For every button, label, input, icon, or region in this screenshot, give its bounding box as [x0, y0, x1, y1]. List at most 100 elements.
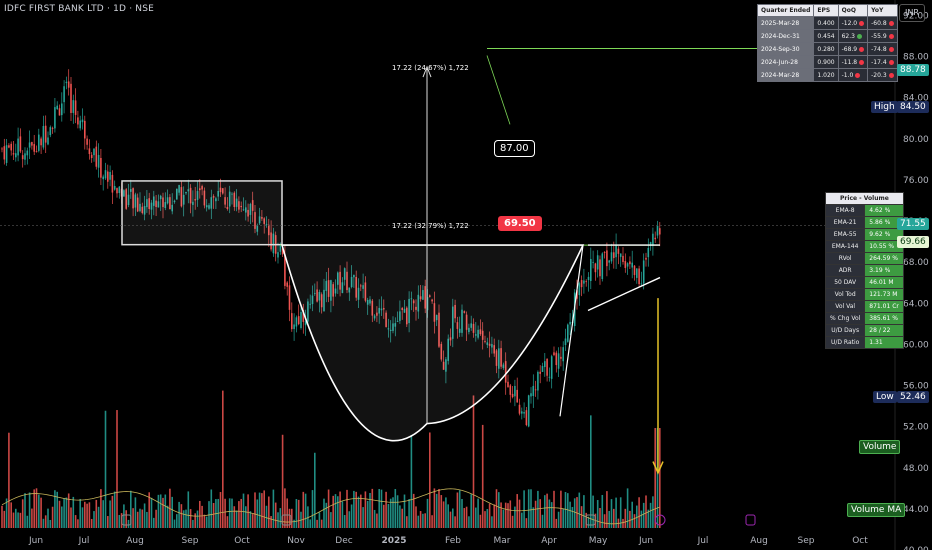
earnings-yoy: -60.8 — [867, 16, 898, 30]
volume-bar — [438, 488, 440, 528]
down-dot-icon — [888, 46, 894, 52]
volume-bar — [488, 503, 491, 528]
volume-bar — [222, 390, 224, 528]
volume-bar — [247, 494, 249, 528]
chart-title: IDFC FIRST BANK LTD · 1D · NSE — [4, 4, 155, 14]
candle-body — [222, 188, 224, 194]
x-tick-label: May — [589, 536, 608, 546]
volume-bar — [652, 496, 654, 528]
candle-body — [518, 404, 521, 414]
volume-bar — [486, 509, 489, 528]
volume-bar — [507, 503, 509, 528]
volume-bar — [337, 496, 339, 528]
candle-body — [415, 306, 417, 310]
candle-body — [633, 265, 636, 276]
volume-bar — [176, 514, 178, 528]
candle-body — [95, 146, 98, 167]
candle-body — [67, 81, 70, 88]
pv-row: Vol Tod 121.73 M — [824, 288, 904, 301]
currency-button[interactable]: INR — [899, 4, 925, 22]
volume-bar — [463, 508, 466, 528]
resistance-price-tag: 69.66 — [897, 236, 929, 248]
candle-body — [454, 304, 456, 319]
earnings-row: 2024-Dec-31 0.454 62.3 -55.9 — [756, 29, 898, 43]
candle-body — [26, 150, 29, 156]
volume-bar — [640, 510, 643, 528]
candle-body — [42, 125, 45, 148]
candle-body — [316, 289, 318, 302]
candle-body — [624, 261, 627, 268]
volume-bar — [15, 508, 17, 528]
volume-bar — [461, 498, 463, 528]
candle-body — [171, 204, 173, 212]
candle-body — [516, 389, 518, 403]
candle-body — [601, 253, 604, 279]
candle-body — [277, 252, 279, 258]
candle-body — [463, 311, 466, 313]
candle-body — [389, 329, 392, 331]
candle-body — [327, 280, 330, 297]
volume-bar — [481, 424, 484, 528]
volume-bar — [155, 509, 157, 528]
candle-body — [49, 127, 52, 136]
volume-bar — [334, 494, 337, 528]
candle-body — [325, 280, 328, 291]
x-tick-label: Jun — [28, 536, 43, 546]
volume-bar — [518, 499, 521, 528]
candle-body — [150, 202, 153, 210]
candle-body — [1, 148, 3, 150]
candle-body — [288, 285, 291, 310]
volume-bar — [189, 509, 192, 528]
volume-bar — [523, 490, 525, 528]
x-tick-label: Aug — [126, 536, 144, 546]
earnings-yoy: -74.8 — [867, 42, 898, 56]
volume-bar — [132, 508, 134, 528]
volume-bar — [44, 515, 47, 528]
volume-bar — [550, 502, 553, 528]
candle-body — [116, 188, 118, 194]
callout-leader — [486, 55, 511, 125]
callout-87: 87.00 — [494, 140, 535, 157]
candle-body — [371, 300, 374, 316]
consolidation-box — [121, 180, 283, 246]
candle-body — [546, 358, 548, 376]
volume-bar — [587, 516, 590, 528]
pv-label: RVol — [824, 252, 866, 265]
candle-body — [410, 298, 413, 300]
candle-body — [284, 254, 286, 286]
candle-body — [401, 307, 403, 310]
candle-body — [185, 191, 187, 194]
volume-bar — [642, 502, 645, 528]
candle-body — [452, 306, 454, 339]
earnings-quarter: 2024-Mar-28 — [756, 68, 815, 82]
candle-body — [502, 364, 505, 369]
volume-bar — [645, 495, 647, 528]
x-tick-label: Sep — [182, 536, 199, 546]
pv-row: RVol 264.59 % — [824, 252, 904, 265]
earnings-eps: 0.280 — [813, 42, 839, 56]
volume-bar — [610, 499, 613, 528]
earnings-eps-value: 1.020 — [817, 71, 835, 79]
earnings-eps: 0.900 — [813, 55, 839, 69]
earnings-marker-icon — [121, 514, 132, 526]
candle-body — [500, 348, 502, 367]
volume-bar — [12, 512, 15, 528]
earnings-yoy: -20.3 — [867, 68, 898, 82]
volume-bar — [383, 504, 385, 528]
y-tick-label: 52.00 — [903, 423, 929, 433]
candle-body — [562, 347, 564, 362]
volume-bar — [150, 497, 153, 528]
volume-bar — [417, 515, 420, 528]
candle-body — [295, 317, 298, 327]
volume-bar — [353, 490, 355, 528]
volume-bar — [380, 489, 383, 528]
volume-bar — [613, 508, 615, 528]
candle-body — [249, 203, 252, 215]
candle-body — [592, 261, 594, 263]
down-dot-icon — [888, 72, 894, 78]
candle-body — [541, 366, 544, 372]
candle-body — [157, 201, 160, 208]
candle-body — [219, 187, 222, 193]
candle-body — [376, 312, 378, 316]
